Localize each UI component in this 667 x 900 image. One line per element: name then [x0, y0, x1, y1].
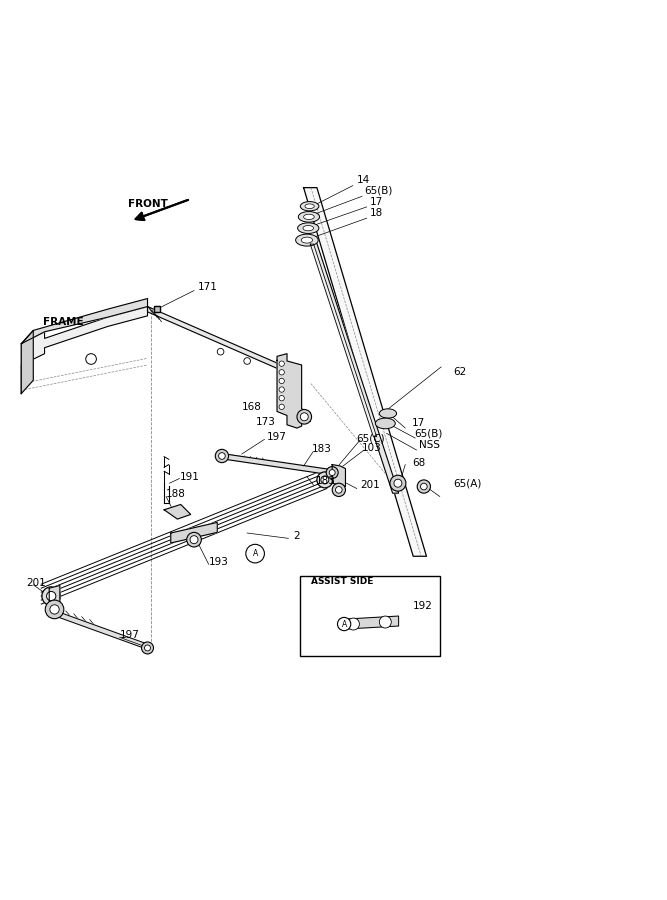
Circle shape	[50, 605, 59, 614]
Circle shape	[420, 483, 427, 490]
Ellipse shape	[295, 234, 318, 246]
Circle shape	[417, 480, 430, 493]
Circle shape	[141, 642, 153, 654]
Text: 201: 201	[360, 480, 380, 490]
Text: 192: 192	[414, 601, 433, 611]
Ellipse shape	[305, 204, 314, 209]
Text: 183: 183	[316, 476, 336, 486]
Circle shape	[326, 466, 338, 479]
Text: 173: 173	[255, 417, 275, 428]
Circle shape	[336, 487, 342, 493]
Circle shape	[321, 476, 329, 484]
Circle shape	[332, 483, 346, 497]
Text: 103: 103	[362, 443, 382, 453]
Text: 2: 2	[293, 531, 300, 541]
Polygon shape	[147, 307, 293, 375]
Ellipse shape	[301, 237, 313, 243]
Circle shape	[145, 645, 151, 651]
Circle shape	[279, 404, 284, 410]
Text: NSS: NSS	[418, 440, 440, 450]
Text: 65(B): 65(B)	[414, 428, 443, 438]
Circle shape	[42, 587, 61, 606]
Text: 197: 197	[119, 630, 139, 640]
Circle shape	[317, 472, 333, 488]
Circle shape	[279, 387, 284, 392]
Text: 168: 168	[242, 402, 261, 412]
Text: FRAME: FRAME	[43, 317, 83, 327]
Ellipse shape	[376, 418, 396, 428]
Text: 183: 183	[312, 444, 332, 454]
Circle shape	[246, 544, 264, 562]
Ellipse shape	[297, 223, 319, 233]
Ellipse shape	[380, 409, 397, 419]
Polygon shape	[221, 454, 334, 475]
Text: 201: 201	[27, 578, 47, 588]
Text: 171: 171	[197, 283, 217, 293]
Ellipse shape	[300, 202, 319, 211]
Circle shape	[45, 600, 64, 618]
Text: ASSIST SIDE: ASSIST SIDE	[311, 577, 374, 586]
Bar	[300, 576, 440, 656]
Circle shape	[244, 357, 251, 364]
Polygon shape	[303, 187, 426, 556]
Text: 65(B): 65(B)	[365, 185, 393, 195]
Circle shape	[190, 536, 198, 544]
Text: 68: 68	[412, 458, 425, 468]
Text: 197: 197	[267, 432, 287, 442]
Circle shape	[348, 618, 360, 630]
Polygon shape	[340, 616, 399, 629]
Circle shape	[329, 470, 335, 475]
Text: 17: 17	[370, 196, 383, 207]
Polygon shape	[164, 505, 191, 519]
Polygon shape	[49, 586, 60, 606]
Ellipse shape	[303, 226, 313, 230]
Polygon shape	[21, 330, 33, 393]
Polygon shape	[171, 522, 217, 543]
Text: 65(C): 65(C)	[356, 433, 385, 443]
Text: 193: 193	[209, 556, 229, 567]
Text: A: A	[342, 619, 347, 628]
Circle shape	[380, 616, 392, 628]
Text: 18: 18	[370, 208, 383, 218]
Polygon shape	[309, 238, 399, 493]
Text: 191: 191	[179, 472, 199, 482]
Text: 65(A): 65(A)	[453, 478, 482, 488]
Circle shape	[86, 354, 96, 364]
Circle shape	[300, 413, 308, 421]
Ellipse shape	[303, 214, 314, 220]
Text: 188: 188	[166, 489, 186, 499]
Polygon shape	[48, 608, 151, 651]
Circle shape	[279, 361, 284, 366]
Polygon shape	[332, 464, 346, 487]
Circle shape	[394, 479, 402, 487]
Circle shape	[219, 453, 225, 459]
Circle shape	[279, 378, 284, 383]
Ellipse shape	[298, 212, 319, 222]
Polygon shape	[310, 244, 377, 436]
Circle shape	[215, 449, 229, 463]
Circle shape	[187, 533, 201, 547]
Circle shape	[390, 475, 406, 491]
Circle shape	[338, 617, 351, 631]
Text: 62: 62	[453, 366, 466, 376]
Polygon shape	[277, 354, 310, 428]
Circle shape	[297, 410, 311, 424]
Polygon shape	[21, 307, 147, 393]
Text: A: A	[253, 549, 257, 558]
Circle shape	[47, 591, 56, 601]
Text: FRONT: FRONT	[127, 199, 167, 209]
Circle shape	[279, 395, 284, 400]
Text: 14: 14	[357, 175, 370, 184]
Text: 17: 17	[412, 418, 425, 428]
Polygon shape	[21, 299, 147, 344]
Circle shape	[217, 348, 224, 355]
Circle shape	[279, 370, 284, 375]
